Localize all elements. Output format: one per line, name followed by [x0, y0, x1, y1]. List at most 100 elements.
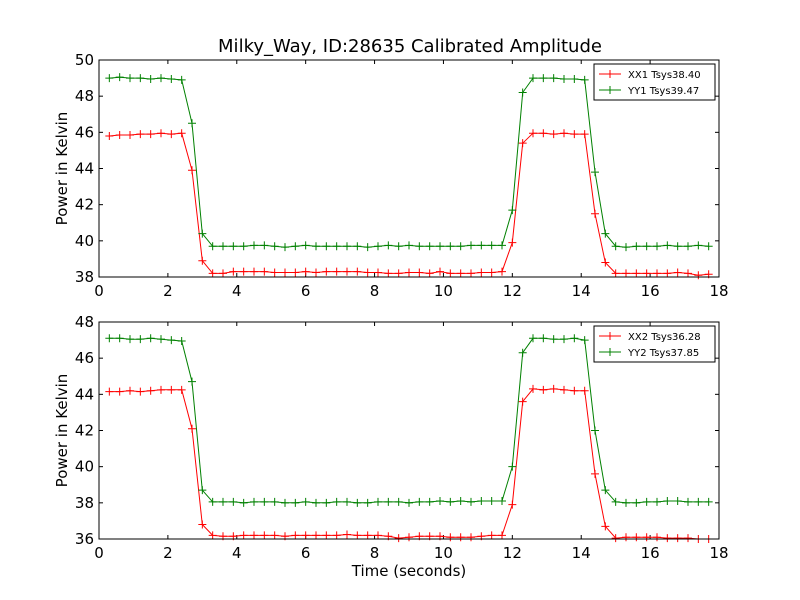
series-1 [105, 384, 713, 543]
data-point [198, 256, 207, 265]
data-point [301, 531, 310, 540]
data-point [539, 385, 548, 394]
data-point [260, 267, 269, 276]
data-point [570, 334, 579, 343]
legend-label: YY2 Tsys37.85 [627, 348, 699, 359]
data-point [157, 385, 165, 394]
data-point [529, 74, 537, 83]
data-point [653, 497, 661, 506]
data-point [436, 497, 444, 506]
data-point [456, 533, 465, 542]
data-point [250, 531, 258, 540]
legend-marker [606, 70, 614, 78]
legend-label: YY1 Tsys39.47 [627, 86, 699, 97]
data-point [456, 269, 465, 278]
data-point [601, 522, 610, 531]
data-point [570, 74, 579, 83]
data-point [105, 74, 114, 83]
data-point [632, 242, 641, 251]
series-1 [105, 129, 713, 280]
data-point [394, 242, 403, 251]
axes-frame [98, 59, 720, 278]
data-point [208, 531, 217, 540]
data-point [498, 497, 506, 506]
data-point [250, 267, 258, 276]
data-point [694, 497, 703, 506]
data-point [384, 241, 393, 250]
x-tick-label: 4 [232, 544, 242, 562]
data-point [115, 334, 124, 343]
data-point [704, 242, 713, 251]
series-2 [105, 73, 713, 252]
data-point [270, 242, 279, 251]
data-point [208, 497, 217, 506]
data-point [591, 426, 599, 435]
data-point [560, 74, 568, 83]
data-point [322, 498, 331, 507]
data-point [291, 531, 300, 540]
data-point [281, 243, 289, 252]
data-point [622, 269, 630, 278]
data-point [105, 334, 114, 343]
data-point [694, 271, 703, 280]
data-point [394, 269, 403, 278]
data-point [487, 241, 496, 250]
data-point [146, 130, 155, 139]
data-point [405, 268, 413, 277]
data-point [157, 74, 165, 83]
data-point [260, 241, 269, 250]
data-point [322, 267, 331, 276]
data-point [198, 229, 207, 238]
data-point [549, 130, 558, 139]
y-axis-label: Power in Kelvin [53, 112, 71, 226]
data-point [642, 533, 651, 542]
x-tick-label: 14 [572, 544, 591, 562]
legend-box [593, 63, 716, 101]
data-point [684, 242, 692, 251]
data-point [332, 531, 341, 540]
x-tick-label: 10 [434, 282, 453, 300]
data-point [673, 268, 682, 277]
data-point [353, 531, 362, 540]
data-point [126, 131, 134, 140]
y-tick-label: 50 [75, 51, 94, 69]
data-point [580, 130, 589, 139]
data-point [518, 397, 527, 406]
legend-box [593, 325, 716, 363]
data-point [115, 73, 124, 82]
data-point [415, 268, 424, 277]
data-point [539, 334, 548, 343]
data-point [580, 386, 589, 395]
legend-label: XX2 Tsys36.28 [628, 332, 701, 343]
data-point [653, 242, 661, 251]
y-tick-label: 42 [75, 422, 94, 440]
data-point [611, 497, 620, 506]
data-point [477, 268, 486, 277]
data-point [219, 269, 227, 278]
data-point [343, 497, 351, 506]
data-point [508, 462, 517, 471]
data-point [467, 533, 475, 542]
x-tick-label: 6 [301, 282, 311, 300]
y-tick-label: 42 [75, 196, 94, 214]
data-point [136, 387, 145, 396]
data-point [312, 498, 320, 507]
legend: XX2 Tsys36.28 YY2 Tsys37.85 [593, 325, 716, 363]
data-point [425, 269, 434, 278]
data-point [177, 75, 186, 84]
y-tick-label: 38 [75, 268, 94, 286]
data-point [270, 268, 279, 277]
data-point [353, 242, 362, 251]
data-point [446, 533, 455, 542]
data-point [591, 168, 599, 177]
data-point [580, 336, 589, 345]
data-point [684, 269, 692, 278]
data-point [136, 74, 145, 83]
data-point [167, 130, 176, 139]
data-point [560, 335, 568, 344]
data-point [539, 129, 548, 138]
data-point [580, 75, 589, 84]
data-point [508, 238, 517, 247]
